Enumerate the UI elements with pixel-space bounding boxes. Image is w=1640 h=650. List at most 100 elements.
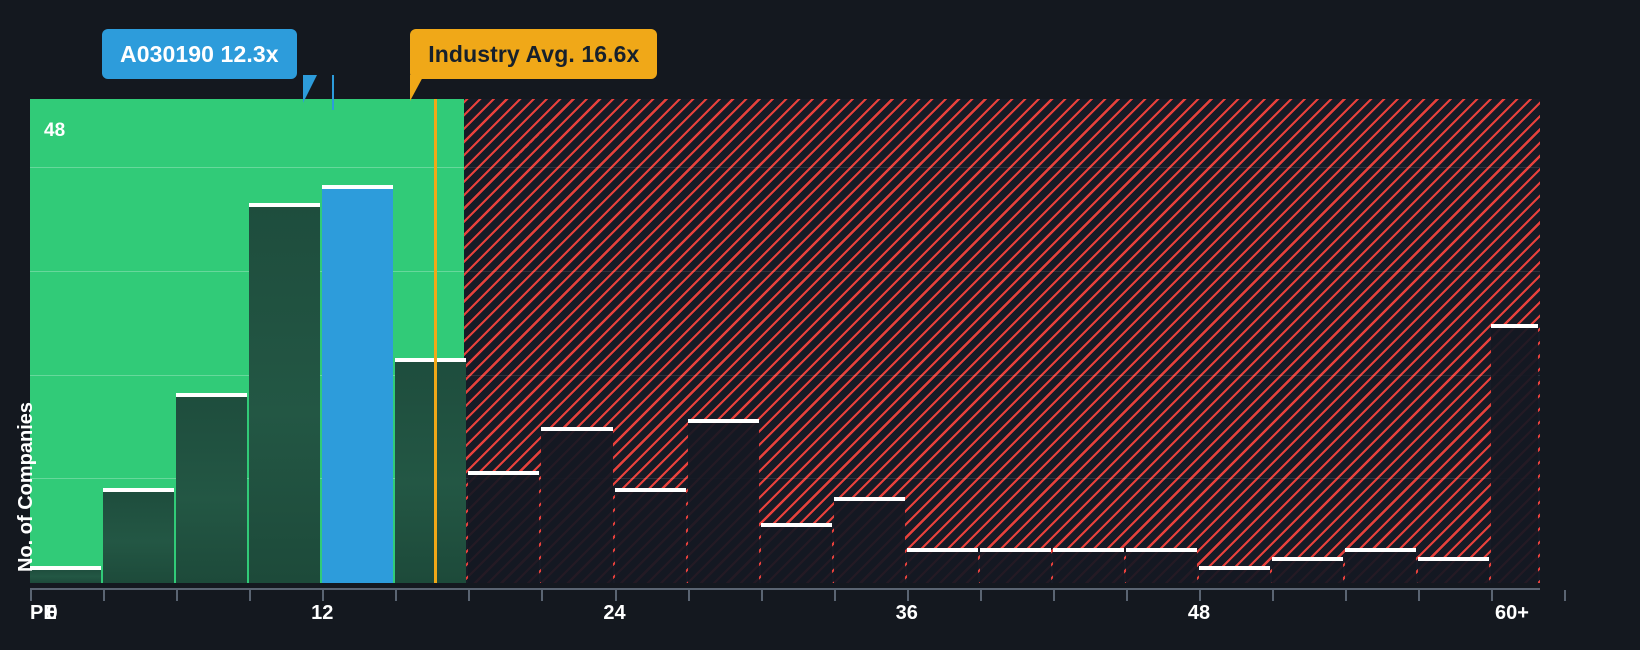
x-axis-tick	[1052, 590, 1055, 601]
bar[interactable]	[1418, 557, 1490, 583]
x-axis-tick-label-60+: 60+	[1495, 602, 1529, 624]
bar-top-cap	[30, 565, 102, 570]
bar[interactable]	[30, 565, 102, 583]
bar-fill	[833, 499, 905, 583]
bar-fill	[614, 490, 686, 583]
x-axis-tick	[1199, 590, 1202, 601]
bar[interactable]	[468, 470, 540, 583]
bar[interactable]	[1345, 548, 1417, 583]
bar-top-cap	[1272, 557, 1344, 562]
bar-fill	[103, 490, 175, 583]
x-axis-tick	[1564, 590, 1567, 601]
x-axis-tick	[103, 590, 106, 601]
overvalued-zone	[463, 99, 1540, 583]
bar[interactable]	[760, 522, 832, 583]
bar[interactable]	[979, 548, 1051, 583]
bar-top-cap	[1345, 548, 1417, 553]
x-axis-tick-label-48: 48	[1187, 602, 1211, 624]
x-axis-tick	[1345, 590, 1348, 601]
bar-top-cap	[906, 548, 978, 553]
bar-fill	[395, 361, 467, 583]
bar-fill	[1345, 551, 1417, 583]
bar[interactable]	[176, 392, 248, 583]
bar[interactable]	[1052, 548, 1124, 583]
bar-highlighted[interactable]	[322, 185, 394, 583]
bar-fill	[1199, 568, 1271, 583]
bar-fill	[468, 473, 540, 583]
company-pe-callout-label: A030190 12.3x	[120, 40, 279, 67]
x-axis-tick	[979, 590, 982, 601]
industry-average-line	[434, 99, 438, 583]
industry-callout-tail	[410, 75, 425, 101]
x-axis-tick	[176, 590, 179, 601]
bar-fill	[979, 551, 1051, 583]
x-axis-tick	[1272, 590, 1275, 601]
x-axis-prefix-label: PE	[30, 602, 57, 624]
bar-top-cap	[1199, 565, 1271, 570]
bar[interactable]	[906, 548, 978, 583]
x-axis-tick	[1418, 590, 1421, 601]
y-axis-label: No. of Companies	[15, 401, 37, 572]
bar-top-cap	[249, 202, 321, 207]
bar-fill	[1491, 326, 1538, 583]
bar-top-cap	[395, 358, 467, 363]
x-axis-tick	[1491, 590, 1494, 601]
bar-fill	[1125, 551, 1198, 583]
x-axis-tick	[541, 590, 544, 601]
x-axis-tick-label-0: 0	[46, 602, 58, 624]
bar-top-cap	[687, 418, 759, 423]
x-axis-tick	[468, 590, 471, 601]
bar-top-cap	[1052, 548, 1124, 553]
plot-area	[30, 99, 1540, 583]
bar-fill	[322, 188, 394, 583]
bar-top-cap	[1418, 557, 1490, 562]
bar-fill	[906, 551, 978, 583]
bar[interactable]	[1125, 548, 1198, 583]
bar[interactable]	[103, 487, 175, 583]
y-axis-tick-48: 48	[44, 120, 66, 141]
bar-fill	[760, 525, 832, 583]
bar-top-cap	[468, 470, 540, 475]
bar-top-cap	[760, 522, 832, 527]
x-axis-tick	[833, 590, 836, 601]
bar-fill	[30, 568, 102, 583]
bar-top-cap	[322, 185, 394, 190]
bar[interactable]	[1491, 323, 1538, 583]
bar-top-cap	[614, 487, 686, 492]
x-axis-tick	[906, 590, 909, 601]
bar-top-cap	[1491, 323, 1538, 328]
bar-fill	[687, 421, 759, 583]
industry-average-callout-label: Industry Avg. 16.6x	[428, 40, 640, 67]
bar-top-cap	[833, 496, 905, 501]
x-axis-tick	[614, 590, 617, 601]
bar[interactable]	[1272, 557, 1344, 583]
bar-top-cap	[176, 392, 248, 397]
bar-fill	[176, 395, 248, 583]
industry-average-callout[interactable]: Industry Avg. 16.6x	[410, 29, 658, 79]
x-axis-line	[30, 588, 1540, 590]
bar[interactable]	[687, 418, 759, 583]
bar[interactable]	[1199, 565, 1271, 583]
x-axis-tick	[760, 590, 763, 601]
bar-fill	[1052, 551, 1124, 583]
company-callout-tail	[303, 75, 318, 103]
x-axis-tick	[1125, 590, 1128, 601]
bar-fill	[1272, 560, 1344, 583]
bar[interactable]	[249, 202, 321, 583]
bar[interactable]	[614, 487, 686, 583]
x-axis-tick-label-36: 36	[895, 602, 918, 624]
bar-fill	[541, 430, 613, 583]
bar-top-cap	[1125, 548, 1198, 553]
bar-fill	[249, 205, 321, 583]
x-axis-tick	[249, 590, 252, 601]
x-axis-tick-label-24: 24	[603, 602, 626, 624]
bar[interactable]	[833, 496, 905, 583]
bar[interactable]	[541, 427, 613, 583]
x-axis-tick	[30, 590, 32, 601]
bar-top-cap	[103, 487, 175, 492]
x-axis-tick	[322, 590, 325, 601]
company-pe-callout[interactable]: A030190 12.3x	[102, 29, 297, 79]
company-callout-stem	[332, 75, 335, 110]
bar[interactable]	[395, 358, 467, 583]
